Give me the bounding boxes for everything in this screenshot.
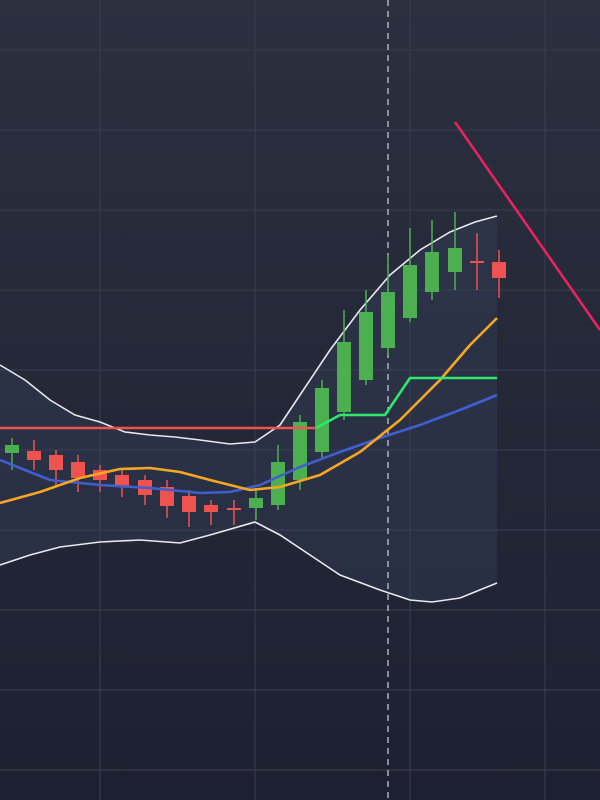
candle-body [160, 487, 174, 506]
candle-body [470, 261, 484, 263]
candle-body [381, 292, 395, 348]
candle-body [227, 508, 241, 510]
candle-body [5, 445, 19, 453]
candle-body [403, 265, 417, 318]
indicator-line [0, 317, 498, 505]
candle-body [425, 252, 439, 292]
candle-body [492, 262, 506, 278]
candle-body [315, 388, 329, 452]
indicator-line [453, 121, 600, 331]
candle-body [271, 462, 285, 505]
band-line [0, 521, 498, 603]
candle-body [204, 505, 218, 512]
candle-body [249, 498, 263, 508]
candle-body [115, 475, 129, 487]
indicator-line [0, 393, 498, 495]
candle-body [93, 470, 107, 480]
candle-body [49, 455, 63, 470]
candle-body [448, 248, 462, 272]
candle-body [359, 312, 373, 380]
indicator-line [315, 376, 497, 430]
candle-body [27, 451, 41, 460]
candle-body [71, 462, 85, 478]
band-line [0, 215, 498, 445]
candle-body [293, 422, 307, 480]
candle-body [182, 496, 196, 512]
candle-body [337, 342, 351, 412]
